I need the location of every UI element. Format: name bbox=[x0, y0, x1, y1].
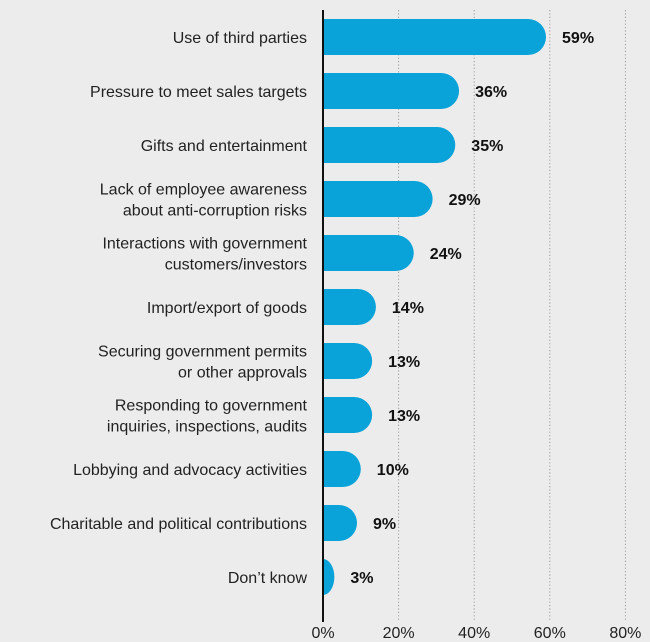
value-label-0: 59% bbox=[562, 30, 594, 47]
value-label-9: 9% bbox=[373, 516, 396, 533]
category-label-10: Don’t know bbox=[228, 570, 308, 587]
value-label-7: 13% bbox=[388, 408, 420, 425]
value-label-4: 24% bbox=[430, 246, 462, 263]
bar-5 bbox=[323, 289, 376, 325]
bar-3 bbox=[323, 181, 433, 217]
category-label-4: Interactions with government customers/in… bbox=[102, 236, 307, 274]
category-label-5: Import/export of goods bbox=[147, 300, 307, 317]
value-label-3: 29% bbox=[449, 192, 481, 209]
category-label-9: Charitable and political contributions bbox=[50, 516, 307, 533]
bars bbox=[323, 19, 547, 595]
x-tick-labels: 0% 20% 40% 60% 80% bbox=[311, 625, 641, 642]
category-label-0: Use of third parties bbox=[173, 30, 307, 47]
category-labels: Use of third parties Pressure to meet sal… bbox=[50, 30, 308, 587]
x-tick-label-60: 60% bbox=[534, 625, 566, 642]
bar-10 bbox=[323, 559, 335, 595]
value-label-2: 35% bbox=[471, 138, 503, 155]
bar-7 bbox=[323, 397, 373, 433]
bar-2 bbox=[323, 127, 456, 163]
bar-4 bbox=[323, 235, 414, 271]
bar-8 bbox=[323, 451, 361, 487]
category-label-7: Responding to government inquiries, inspe… bbox=[107, 398, 308, 436]
x-tick-label-80: 80% bbox=[609, 625, 641, 642]
bar-1 bbox=[323, 73, 460, 109]
value-label-6: 13% bbox=[388, 354, 420, 371]
value-label-5: 14% bbox=[392, 300, 424, 317]
category-label-6: Securing government permits or other appr… bbox=[98, 344, 307, 382]
value-label-1: 36% bbox=[475, 84, 507, 101]
value-label-8: 10% bbox=[377, 462, 409, 479]
bar-9 bbox=[323, 505, 358, 541]
grid-lines bbox=[398, 10, 626, 622]
value-labels: 59% 36% 35% 29% 24% 14% 13% 13% 10% 9% 3% bbox=[350, 30, 594, 587]
category-label-2: Gifts and entertainment bbox=[141, 138, 308, 155]
value-label-10: 3% bbox=[350, 570, 373, 587]
x-tick-label-0: 0% bbox=[311, 625, 334, 642]
category-label-3: Lack of employee awareness about anti-cor… bbox=[100, 182, 307, 220]
bar-0 bbox=[323, 19, 547, 55]
category-label-1: Pressure to meet sales targets bbox=[90, 84, 307, 101]
x-tick-label-40: 40% bbox=[458, 625, 490, 642]
bar-6 bbox=[323, 343, 373, 379]
category-label-8: Lobbying and advocacy activities bbox=[73, 462, 307, 479]
x-tick-label-20: 20% bbox=[383, 625, 415, 642]
